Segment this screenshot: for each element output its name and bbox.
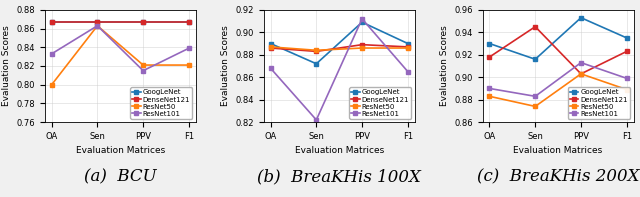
- Text: (a)  BCU: (a) BCU: [84, 169, 157, 186]
- DenseNet121: [623, 50, 630, 53]
- GoogLeNet: [623, 37, 630, 39]
- DenseNet121: [93, 21, 101, 23]
- DenseNet121: [358, 44, 366, 46]
- ResNet101: [531, 95, 539, 98]
- Legend: GoogLeNet, DenseNet121, ResNet50, ResNet101: GoogLeNet, DenseNet121, ResNet50, ResNet…: [568, 87, 630, 119]
- Line: DenseNet121: DenseNet121: [487, 24, 629, 76]
- GoogLeNet: [140, 21, 147, 23]
- DenseNet121: [312, 50, 320, 53]
- ResNet50: [140, 64, 147, 66]
- GoogLeNet: [404, 42, 412, 45]
- ResNet101: [93, 25, 101, 27]
- Line: GoogLeNet: GoogLeNet: [487, 15, 629, 62]
- Line: ResNet101: ResNet101: [487, 60, 629, 99]
- GoogLeNet: [358, 21, 366, 23]
- ResNet101: [267, 67, 275, 69]
- Line: ResNet50: ResNet50: [487, 72, 629, 109]
- ResNet50: [185, 64, 193, 66]
- Line: ResNet50: ResNet50: [49, 23, 191, 87]
- ResNet50: [531, 105, 539, 108]
- Y-axis label: Evaluation Scores: Evaluation Scores: [2, 26, 11, 106]
- Line: DenseNet121: DenseNet121: [49, 20, 191, 24]
- ResNet50: [577, 73, 585, 75]
- ResNet50: [623, 88, 630, 91]
- ResNet50: [358, 47, 366, 49]
- X-axis label: Evaluation Matrices: Evaluation Matrices: [513, 146, 603, 155]
- Y-axis label: Evaluation Scores: Evaluation Scores: [440, 26, 449, 106]
- ResNet101: [404, 71, 412, 73]
- GoogLeNet: [93, 21, 101, 23]
- ResNet50: [312, 49, 320, 51]
- X-axis label: Evaluation Matrices: Evaluation Matrices: [294, 146, 384, 155]
- DenseNet121: [140, 21, 147, 23]
- Line: GoogLeNet: GoogLeNet: [268, 20, 410, 66]
- Line: DenseNet121: DenseNet121: [268, 42, 410, 54]
- Line: GoogLeNet: GoogLeNet: [49, 20, 191, 24]
- ResNet101: [48, 53, 56, 55]
- DenseNet121: [267, 47, 275, 49]
- ResNet101: [140, 70, 147, 72]
- Text: (c)  BreaKHis 200X: (c) BreaKHis 200X: [477, 169, 639, 186]
- GoogLeNet: [577, 17, 585, 19]
- ResNet50: [486, 95, 493, 98]
- ResNet101: [623, 77, 630, 80]
- DenseNet121: [185, 21, 193, 23]
- ResNet101: [486, 87, 493, 90]
- DenseNet121: [404, 46, 412, 48]
- GoogLeNet: [486, 42, 493, 45]
- X-axis label: Evaluation Matrices: Evaluation Matrices: [76, 146, 165, 155]
- Line: ResNet50: ResNet50: [268, 45, 410, 53]
- DenseNet121: [577, 73, 585, 75]
- ResNet101: [358, 18, 366, 20]
- ResNet101: [577, 61, 585, 64]
- Text: (b)  BreaKHis 100X: (b) BreaKHis 100X: [257, 169, 421, 186]
- Legend: GoogLeNet, DenseNet121, ResNet50, ResNet101: GoogLeNet, DenseNet121, ResNet50, ResNet…: [349, 87, 412, 119]
- DenseNet121: [486, 56, 493, 58]
- Line: ResNet101: ResNet101: [268, 16, 410, 122]
- DenseNet121: [48, 21, 56, 23]
- GoogLeNet: [48, 21, 56, 23]
- ResNet50: [93, 25, 101, 27]
- ResNet101: [312, 119, 320, 121]
- ResNet50: [267, 46, 275, 48]
- Legend: GoogLeNet, DenseNet121, ResNet50, ResNet101: GoogLeNet, DenseNet121, ResNet50, ResNet…: [130, 87, 192, 119]
- DenseNet121: [531, 25, 539, 28]
- GoogLeNet: [312, 63, 320, 65]
- Y-axis label: Evaluation Scores: Evaluation Scores: [221, 26, 230, 106]
- ResNet101: [185, 47, 193, 49]
- Line: ResNet101: ResNet101: [49, 23, 191, 73]
- ResNet50: [48, 84, 56, 86]
- GoogLeNet: [267, 42, 275, 45]
- ResNet50: [404, 47, 412, 49]
- GoogLeNet: [185, 21, 193, 23]
- GoogLeNet: [531, 58, 539, 60]
